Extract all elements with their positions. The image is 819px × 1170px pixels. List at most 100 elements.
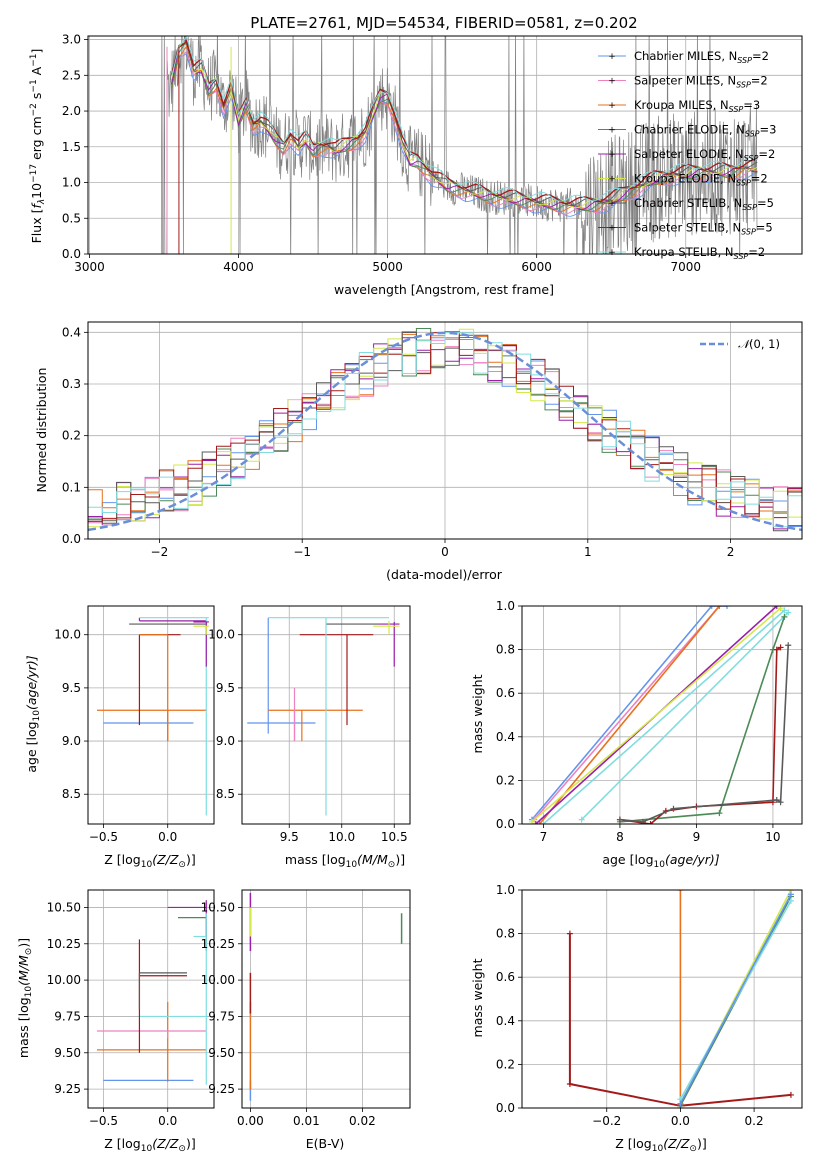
xlabel-sun: ⊙ xyxy=(178,1144,186,1154)
age-mass-xlabel: mass [log10(M/M⊙)] xyxy=(285,852,405,870)
mass-z-ylabel: mass [log10(M/M⊙)] xyxy=(16,938,34,1058)
spectrum-ticks: 3000 4000 5000 6000 7000 0.0 0.5 1.0 1.5 2.0 2.5 3.… xyxy=(62,33,701,274)
weight-age-marker xyxy=(781,613,788,620)
legend-label: Salpeter STELIB, NSSP=5 xyxy=(634,221,773,237)
y-tick-label: 10.25 xyxy=(201,937,235,951)
y-tick-label: 0.0 xyxy=(496,817,515,831)
x-tick-label: 10.5 xyxy=(381,830,408,844)
spectrum-ylabel-lambda: λ xyxy=(37,199,47,205)
residual-plot-area xyxy=(87,321,803,540)
y-tick-label: 0.2 xyxy=(496,1057,515,1071)
axes-frame xyxy=(241,889,411,1109)
y-tick-label: 9.75 xyxy=(208,1009,235,1023)
weight-age-line xyxy=(619,616,786,823)
y-tick-label: 9.5 xyxy=(216,681,235,695)
residual-ticks: −2 −1 0 1 2 0.0 0.1 0.2 0.3 0.4 xyxy=(62,325,735,559)
y-tick-label: 0.4 xyxy=(62,325,81,339)
legend-label-eq: =2 xyxy=(758,147,775,161)
weight-z-marker xyxy=(566,930,573,937)
spectrum-plot-area xyxy=(87,35,803,255)
x-tick-label: 0.2 xyxy=(745,1114,764,1128)
ylabel-part: age [log xyxy=(24,721,39,772)
xlabel-sun: ⊙ xyxy=(178,860,186,870)
mass-z-plot-area xyxy=(87,889,215,1109)
weight-z-marker xyxy=(787,1091,794,1098)
y-tick-label: 2.0 xyxy=(62,104,81,118)
legend-marker: + xyxy=(608,150,616,160)
legend-label: Kroupa STELIB, NSSP=2 xyxy=(634,245,765,261)
spectrum-panel: PLATE=2761, MJD=54534, FIBERID=0581, z=0… xyxy=(29,14,803,297)
spectrum-xlabel: wavelength [Angstrom, rest frame] xyxy=(334,282,554,297)
xlabel-part: )] xyxy=(186,1136,196,1151)
xlabel-part: )] xyxy=(186,852,196,867)
xlabel-part: age [log xyxy=(602,852,653,867)
x-tick-label: 4000 xyxy=(223,260,254,274)
age-mass-plot-area xyxy=(241,605,411,825)
weight-age-marker xyxy=(647,821,654,824)
x-tick-label: −0.5 xyxy=(89,1114,118,1128)
weight-age-line xyxy=(581,611,789,821)
y-tick-label: 3.0 xyxy=(62,33,81,47)
legend-label-sub: SSP xyxy=(729,105,744,114)
y-tick-label: 9.50 xyxy=(54,1046,81,1060)
y-tick-label: 10.00 xyxy=(201,973,235,987)
legend-label-eq: =2 xyxy=(751,172,768,186)
xlabel-sub: 10 xyxy=(141,1144,153,1154)
series-group xyxy=(88,328,802,532)
legend-marker: + xyxy=(608,52,616,62)
legend-label-text: Kroupa MILES, N xyxy=(634,98,729,112)
gaussian-curve xyxy=(88,331,802,532)
residual-ylabel: Normed distribution xyxy=(34,368,49,493)
model-spectrum-line xyxy=(170,39,758,205)
spectrum-ylabel-part: A xyxy=(29,66,44,79)
xlabel-part: (Z/Z xyxy=(152,852,179,867)
weight-age-marker xyxy=(777,644,784,651)
legend-marker: + xyxy=(608,101,616,111)
axes-background xyxy=(522,606,802,824)
mass-ebv-xlabel: E(B-V) xyxy=(306,1136,345,1151)
spectrum-ylabel-part: 10 xyxy=(29,183,44,199)
y-tick-label: 0.0 xyxy=(496,1101,515,1115)
weight-age-ticks: 7 8 9 10 0.0 0.2 0.4 0.6 0.8 1.0 xyxy=(496,599,781,844)
spectrum-ylabel-f: f xyxy=(29,203,44,209)
model-spectrum-line xyxy=(171,41,758,207)
y-tick-label: 0.8 xyxy=(496,643,515,657)
legend-label-sub: SSP xyxy=(742,203,757,212)
ylabel-part: mass [log xyxy=(16,997,31,1058)
y-tick-label: 9.25 xyxy=(208,1082,235,1096)
age-z-plot-area xyxy=(87,605,215,825)
xlabel-part: )] xyxy=(395,852,405,867)
x-tick-label: 0.0 xyxy=(671,1114,690,1128)
weight-z-plot-area xyxy=(521,889,803,1109)
legend-label-sub: SSP xyxy=(734,252,749,261)
x-tick-label: 9 xyxy=(693,830,701,844)
y-tick-label: 0.6 xyxy=(496,970,515,984)
axes-frame xyxy=(521,889,803,1109)
weight-age-line xyxy=(533,606,721,821)
weight-age-line xyxy=(538,606,721,824)
legend-marker: + xyxy=(608,77,616,87)
weight-age-plot-area xyxy=(521,605,803,825)
age-mass-ticks: 9.5 10.0 10.5 8.5 9.0 9.5 10.0 xyxy=(208,628,407,844)
axes-frame xyxy=(87,605,215,825)
legend-label-sub: SSP xyxy=(737,56,752,65)
legend-label-eq: =3 xyxy=(743,98,760,112)
weight-age-line xyxy=(531,606,727,821)
legend-label-eq: =2 xyxy=(751,74,768,88)
x-tick-label: −1 xyxy=(293,545,311,559)
weight-age-marker xyxy=(785,642,792,649)
y-tick-label: 8.5 xyxy=(216,787,235,801)
weight-age-xlabel: age [log10(age/yr)] xyxy=(602,852,719,870)
legend-label-sub: SSP xyxy=(744,154,759,163)
y-tick-label: 0.1 xyxy=(62,480,81,494)
y-tick-label: 8.5 xyxy=(62,787,81,801)
residual-panel: −2 −1 0 1 2 0.0 0.1 0.2 0.3 0.4 (data-model)/erro… xyxy=(34,321,803,582)
xlabel-part: mass [log xyxy=(285,852,346,867)
axes-frame xyxy=(87,889,215,1109)
x-tick-label: 5000 xyxy=(372,260,403,274)
xlabel-part: )] xyxy=(697,1136,707,1151)
age-z-ticks: −0.5 0.0 8.5 9.0 9.5 10.0 xyxy=(54,628,177,844)
xlabel-part: Z [log xyxy=(615,1136,651,1151)
legend-label-sub: SSP xyxy=(736,81,751,90)
legend-label-text: Chabrier ELODIE, N xyxy=(634,123,745,137)
